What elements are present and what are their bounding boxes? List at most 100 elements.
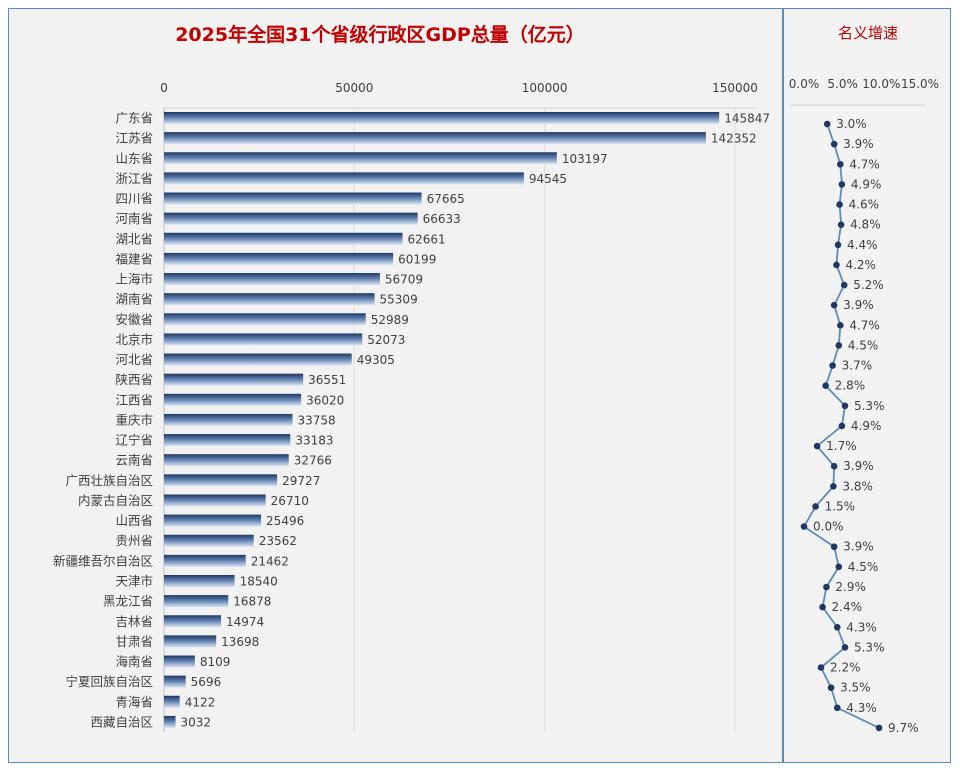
growth-value-label: 2.9% bbox=[835, 580, 866, 594]
growth-point bbox=[830, 543, 838, 551]
growth-value-label: 5.3% bbox=[854, 640, 885, 654]
growth-point bbox=[819, 603, 826, 611]
growth-point bbox=[813, 442, 821, 450]
growth-value-label: 3.9% bbox=[843, 137, 874, 151]
bar-value-label: 33758 bbox=[298, 413, 336, 427]
bar bbox=[164, 715, 176, 728]
bar-value-label: 8109 bbox=[200, 655, 231, 669]
growth-value-label: 4.5% bbox=[848, 560, 879, 574]
bar bbox=[164, 574, 235, 587]
category-label: 河南省 bbox=[115, 211, 153, 226]
bar bbox=[164, 695, 180, 708]
growth-value-label: 5.3% bbox=[854, 399, 885, 413]
growth-point bbox=[833, 261, 840, 269]
growth-point bbox=[800, 523, 808, 530]
bar bbox=[164, 232, 403, 245]
bar bbox=[164, 675, 186, 688]
growth-value-label: 4.9% bbox=[851, 177, 882, 191]
growth-point bbox=[829, 362, 836, 369]
category-label: 贵州省 bbox=[115, 533, 153, 548]
growth-value-label: 3.7% bbox=[842, 359, 873, 373]
growth-point bbox=[830, 301, 838, 309]
bar-value-label: 13698 bbox=[221, 635, 259, 649]
growth-point bbox=[834, 241, 842, 249]
bar-value-label: 56709 bbox=[385, 273, 423, 287]
growth-point bbox=[833, 704, 841, 712]
growth-value-label: 2.2% bbox=[830, 661, 861, 675]
bar bbox=[164, 554, 246, 567]
category-label: 四川省 bbox=[115, 191, 153, 206]
growth-value-label: 4.2% bbox=[845, 258, 876, 272]
bar-value-label: 16878 bbox=[233, 595, 271, 609]
bar-value-label: 62661 bbox=[408, 232, 446, 246]
bar bbox=[164, 635, 217, 648]
bar-value-label: 52073 bbox=[367, 333, 405, 347]
growth-point bbox=[836, 201, 843, 208]
category-label: 内蒙古自治区 bbox=[78, 493, 153, 508]
bar-value-label: 26710 bbox=[271, 494, 309, 508]
growth-point bbox=[837, 322, 844, 329]
bar-value-label: 36551 bbox=[308, 373, 346, 387]
bar-value-label: 4122 bbox=[185, 695, 216, 709]
growth-value-label: 4.7% bbox=[849, 318, 880, 332]
growth-point bbox=[823, 583, 830, 591]
growth-point bbox=[837, 160, 844, 168]
category-label: 海南省 bbox=[115, 654, 153, 669]
category-label: 陕西省 bbox=[115, 372, 153, 387]
growth-point bbox=[830, 462, 838, 470]
bar bbox=[164, 333, 363, 346]
bar-value-label: 60199 bbox=[398, 252, 436, 266]
growth-value-label: 3.0% bbox=[836, 117, 867, 131]
category-label: 云南省 bbox=[115, 453, 153, 468]
growth-value-label: 3.9% bbox=[843, 459, 874, 473]
growth-value-label: 4.3% bbox=[846, 620, 877, 634]
bar bbox=[164, 474, 278, 487]
category-label: 青海省 bbox=[115, 694, 153, 709]
category-label: 江西省 bbox=[115, 392, 153, 407]
bar bbox=[164, 252, 394, 265]
category-label: 江苏省 bbox=[115, 131, 153, 146]
bar-value-label: 94545 bbox=[529, 172, 567, 186]
growth-tick-label: 15.0% bbox=[901, 77, 939, 91]
category-label: 重庆市 bbox=[115, 412, 153, 427]
bar bbox=[164, 212, 418, 225]
category-label: 新疆维吾尔自治区 bbox=[53, 553, 153, 568]
category-label: 湖南省 bbox=[115, 292, 153, 307]
bar-value-label: 5696 bbox=[191, 675, 222, 689]
category-label: 甘肃省 bbox=[115, 634, 153, 649]
growth-value-label: 4.5% bbox=[848, 338, 879, 352]
bar bbox=[164, 595, 229, 608]
bar bbox=[164, 172, 524, 185]
bar bbox=[164, 313, 366, 326]
bar-value-label: 25496 bbox=[266, 514, 304, 528]
category-label: 上海市 bbox=[115, 272, 153, 287]
bar bbox=[164, 192, 422, 205]
x-tick-label: 100000 bbox=[522, 81, 568, 95]
growth-value-label: 4.4% bbox=[847, 238, 878, 252]
bar bbox=[164, 293, 375, 306]
growth-value-label: 4.3% bbox=[846, 701, 877, 715]
category-label: 浙江省 bbox=[115, 171, 153, 186]
category-label: 山西省 bbox=[115, 513, 153, 528]
growth-point bbox=[830, 140, 838, 148]
growth-value-label: 3.9% bbox=[843, 298, 874, 312]
category-label: 河北省 bbox=[115, 352, 153, 367]
bar-value-label: 103197 bbox=[562, 152, 608, 166]
growth-point bbox=[838, 422, 846, 430]
growth-point bbox=[837, 221, 845, 228]
growth-value-label: 3.8% bbox=[842, 479, 873, 493]
bar bbox=[164, 534, 254, 547]
x-tick-label: 150000 bbox=[712, 81, 758, 95]
bar bbox=[164, 373, 304, 386]
growth-point bbox=[812, 503, 819, 510]
growth-value-label: 2.4% bbox=[832, 600, 863, 614]
growth-value-label: 4.8% bbox=[850, 218, 881, 232]
growth-point bbox=[830, 483, 837, 490]
category-label: 广东省 bbox=[115, 111, 153, 126]
bar-value-label: 142352 bbox=[711, 132, 757, 146]
category-label: 辽宁省 bbox=[115, 433, 153, 448]
growth-point bbox=[841, 644, 849, 651]
growth-value-label: 3.9% bbox=[843, 540, 874, 554]
bar-value-label: 145847 bbox=[724, 112, 770, 126]
bar bbox=[164, 132, 706, 145]
